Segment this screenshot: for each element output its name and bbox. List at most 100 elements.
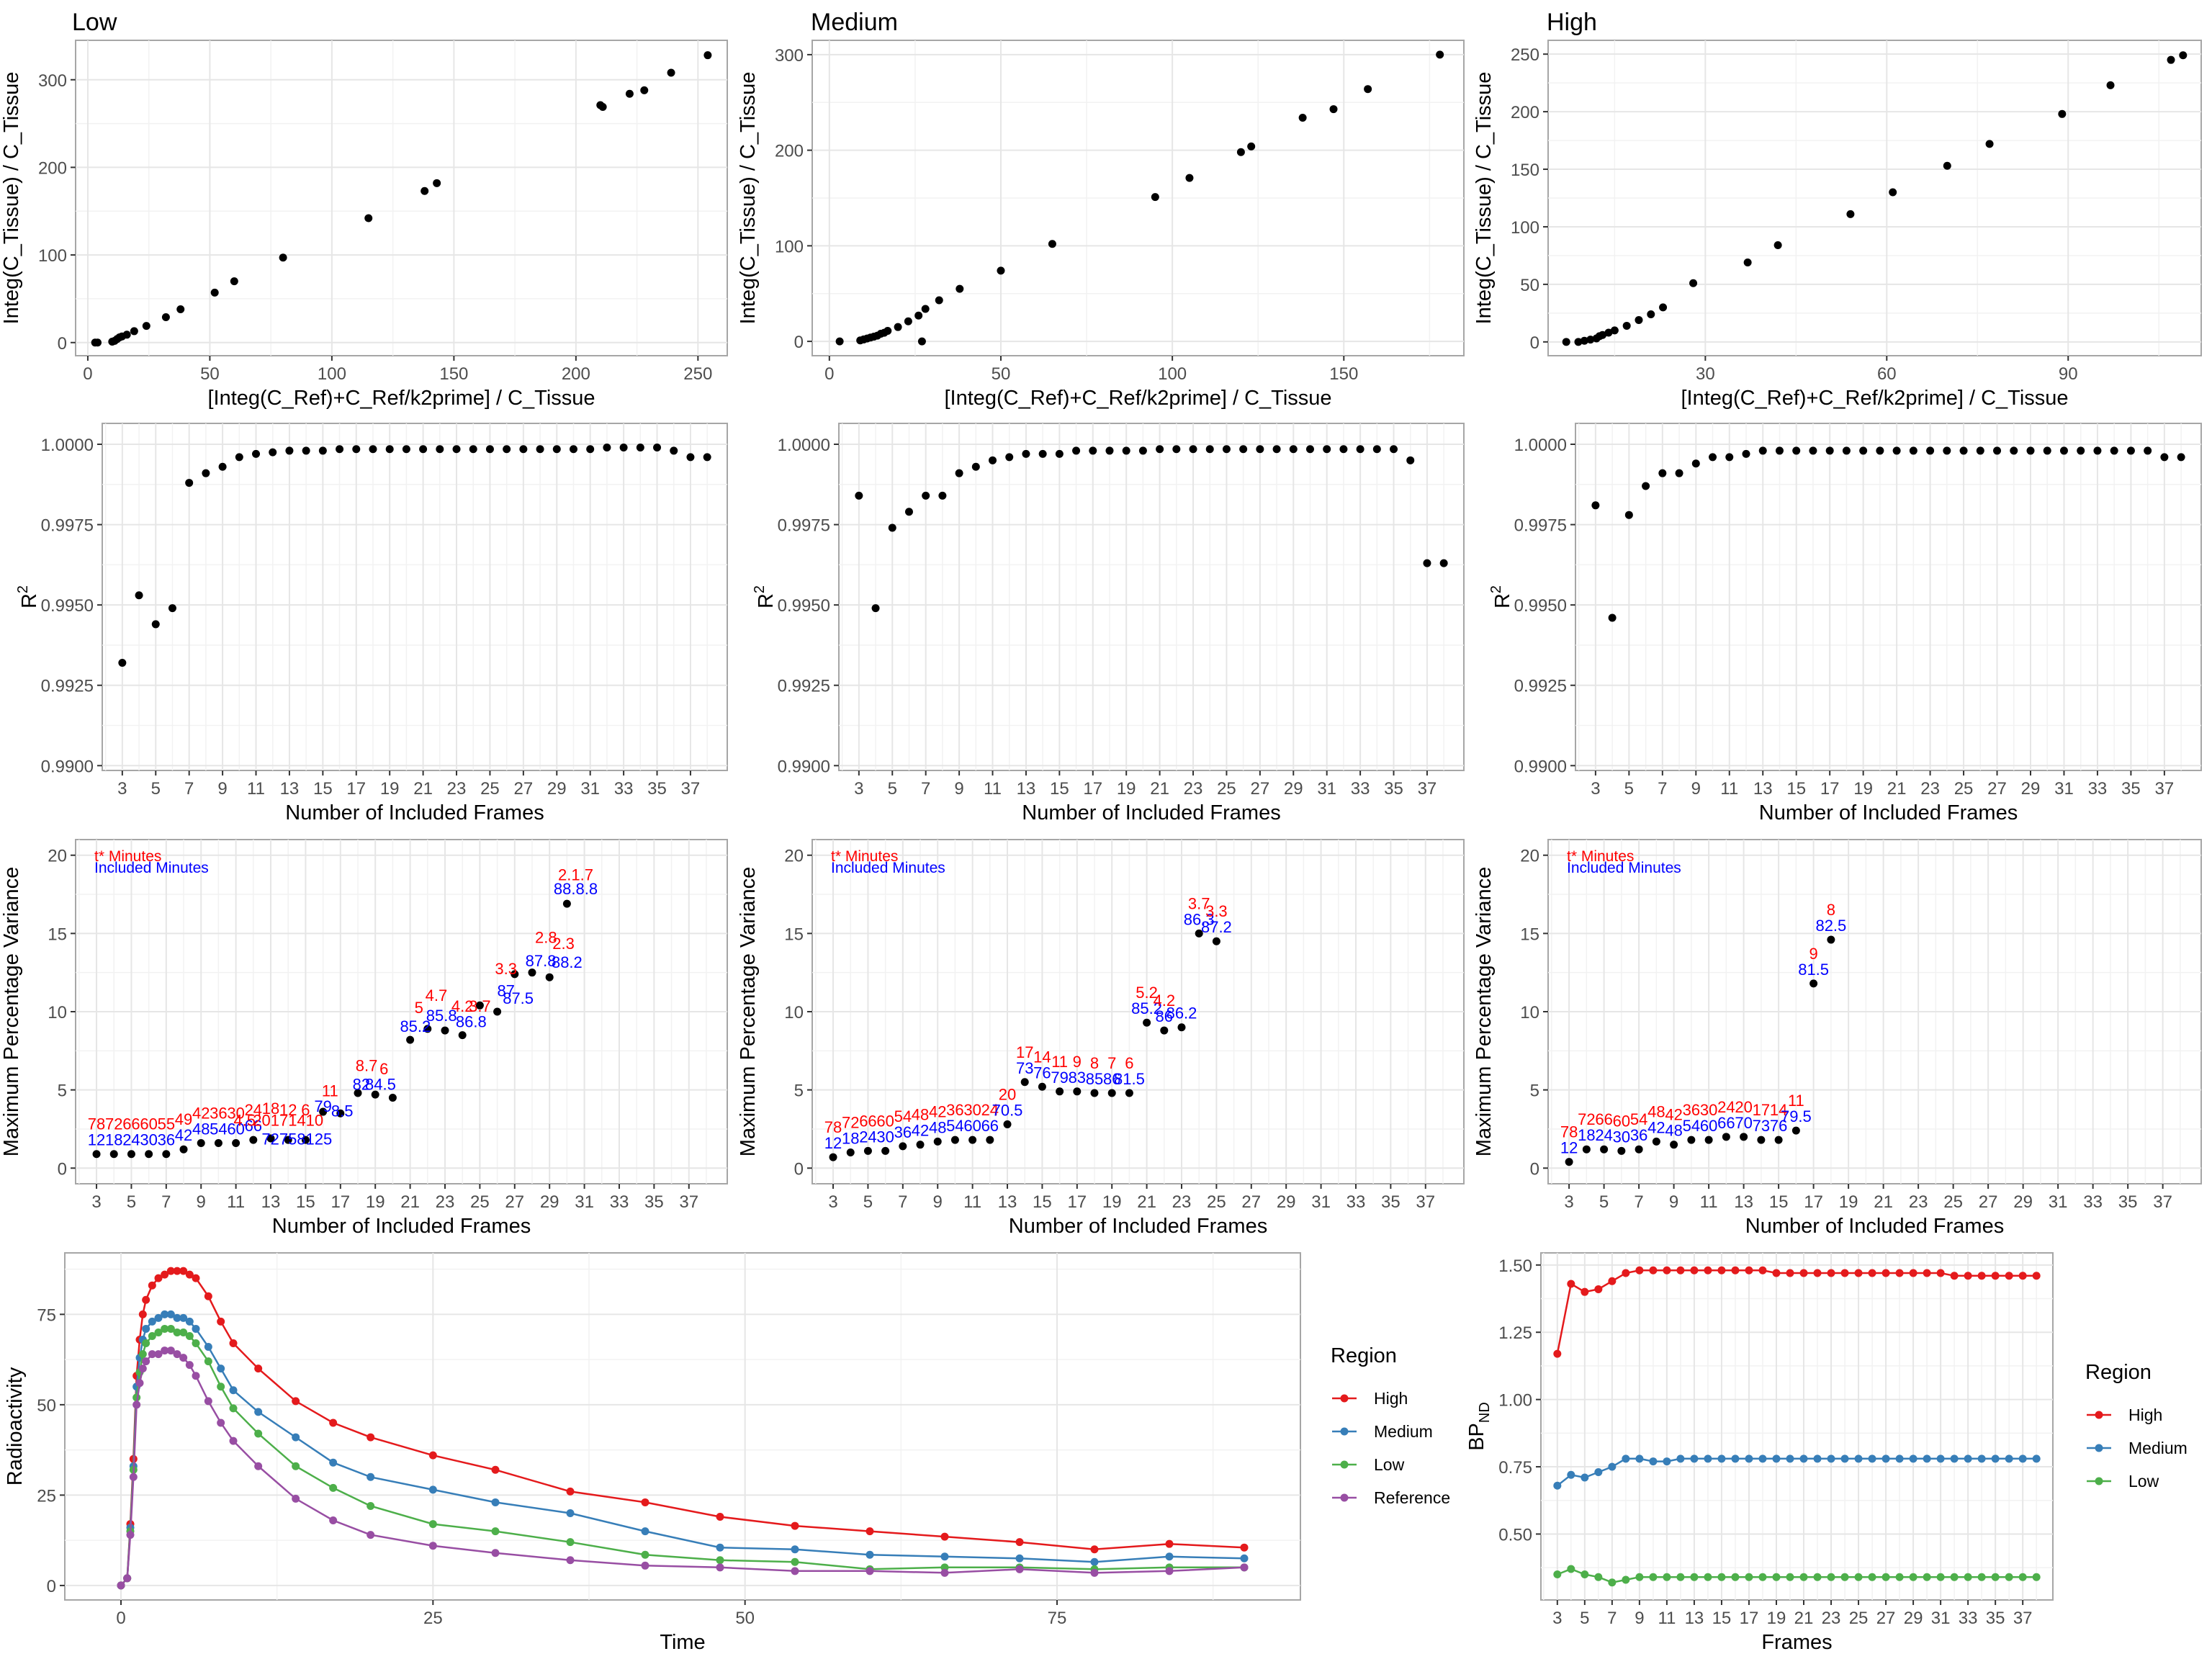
data-point xyxy=(1212,937,1220,945)
data-point xyxy=(269,448,277,457)
annotation-label: 4.5 xyxy=(233,1112,256,1130)
data-point xyxy=(914,311,923,320)
data-point xyxy=(2179,51,2188,60)
data-point xyxy=(1926,446,1935,455)
data-point xyxy=(1125,1089,1133,1097)
x-tick-label: 50 xyxy=(992,364,1011,384)
included-label: 54 xyxy=(1683,1117,1700,1135)
series-point xyxy=(2005,1272,2013,1280)
included-label: 42 xyxy=(1647,1118,1665,1136)
panel-bpnd: 3 5 7 9 11 13 15 17 19 21 23 25 27 29 31 33 35 370.500.75… xyxy=(1465,1252,2054,1654)
series-point xyxy=(1594,1285,1603,1293)
series-point xyxy=(1622,1575,1630,1584)
series-point xyxy=(1977,1455,1986,1463)
x-tick-label: 17 xyxy=(1820,779,1840,799)
series-point xyxy=(1745,1455,1753,1463)
series-point xyxy=(138,1364,147,1373)
data-point xyxy=(904,508,913,516)
data-point xyxy=(493,1007,502,1016)
tstar-legend: t* Minutes xyxy=(831,848,898,865)
series-point xyxy=(1165,1567,1174,1575)
data-point xyxy=(1143,1018,1151,1027)
included-label: 60 xyxy=(963,1117,981,1135)
data-point xyxy=(855,491,863,500)
included-label: 12 xyxy=(824,1134,842,1152)
series-point xyxy=(641,1550,649,1559)
included-label: 73 xyxy=(1016,1059,1033,1077)
data-point xyxy=(230,277,238,286)
data-point xyxy=(1323,445,1331,454)
y-tick-label: 5 xyxy=(58,1082,67,1101)
panel-var-low: 3 5 7 9 11 13 15 17 19 21 23 25 27 29 31 33 35 3705101520… xyxy=(0,839,728,1238)
series-point xyxy=(940,1568,949,1577)
series-point xyxy=(1676,1573,1685,1581)
legend-label: Medium xyxy=(2128,1439,2188,1457)
data-point xyxy=(625,89,634,98)
legend: Region High Medium Low xyxy=(2085,1361,2188,1491)
y-tick-label: 150 xyxy=(1511,161,1539,180)
data-point xyxy=(1889,188,1897,197)
data-point xyxy=(130,327,138,336)
data-point xyxy=(968,1136,977,1144)
series-point xyxy=(940,1552,949,1561)
series-point xyxy=(217,1382,225,1391)
series-point xyxy=(1581,1473,1589,1482)
grid xyxy=(1548,840,2201,1184)
data-point xyxy=(2059,446,2068,455)
series-point xyxy=(566,1556,575,1565)
x-tick-label: 27 xyxy=(1987,779,2007,799)
series-point xyxy=(1567,1280,1575,1288)
x-axis-title: Number of Included Frames xyxy=(1009,1215,1267,1238)
series-point xyxy=(791,1557,799,1566)
data-point xyxy=(1160,1026,1169,1035)
data-point xyxy=(161,313,170,321)
annotation-label: 4.7 xyxy=(426,986,448,1004)
included-label: 76 xyxy=(1033,1064,1051,1082)
data-point xyxy=(1364,85,1372,94)
x-tick-label: 5 xyxy=(151,779,161,799)
series-point xyxy=(1772,1455,1781,1463)
point-labels: 7812721866246030543648424248365430602466… xyxy=(824,894,1232,1152)
legend-title: Region xyxy=(1331,1344,1397,1367)
series-point xyxy=(179,1267,188,1275)
x-axis-title: Number of Included Frames xyxy=(285,801,544,824)
x-tick-label: 37 xyxy=(2013,1609,2033,1628)
y-tick-label: 0 xyxy=(58,334,67,354)
data-point xyxy=(266,1134,275,1143)
data-point xyxy=(1599,331,1607,339)
x-tick-label: 35 xyxy=(2121,779,2141,799)
tstar-label: 78 xyxy=(1560,1123,1578,1141)
data-point xyxy=(162,1150,171,1159)
tstar-label: 78 xyxy=(824,1118,842,1136)
series-point xyxy=(161,1346,169,1355)
included-legend: Included Minutes xyxy=(1567,860,1681,876)
series-point xyxy=(154,1350,163,1359)
series-point xyxy=(173,1350,181,1359)
y-tick-label: 0.9950 xyxy=(41,596,94,616)
series-point xyxy=(185,1361,194,1370)
x-tick-label: 5 xyxy=(863,1192,873,1212)
x-tick-label: 37 xyxy=(2155,779,2175,799)
data-point xyxy=(2058,109,2067,118)
grid xyxy=(1548,40,2201,356)
included-label: 48 xyxy=(929,1118,946,1136)
series-point xyxy=(1936,1573,1945,1581)
data-point xyxy=(1072,446,1081,455)
series-point xyxy=(254,1364,263,1373)
data-point xyxy=(1976,446,1984,455)
data-point xyxy=(1236,148,1245,156)
tstar-label: 8 xyxy=(1090,1054,1099,1072)
series-point xyxy=(1854,1269,1863,1277)
x-tick-label: 35 xyxy=(1384,779,1403,799)
series-point xyxy=(1813,1455,1822,1463)
x-tick-label: 15 xyxy=(1769,1192,1789,1212)
grid xyxy=(1575,423,2201,770)
data-point xyxy=(176,305,185,314)
included-label: 81.5 xyxy=(1114,1070,1145,1088)
series-point xyxy=(716,1513,724,1521)
series-point xyxy=(292,1462,300,1470)
y-tick-label: 300 xyxy=(38,71,67,91)
y-tick-label: 0.9900 xyxy=(41,757,94,776)
data-point xyxy=(402,445,410,454)
data-point xyxy=(1722,1133,1730,1141)
